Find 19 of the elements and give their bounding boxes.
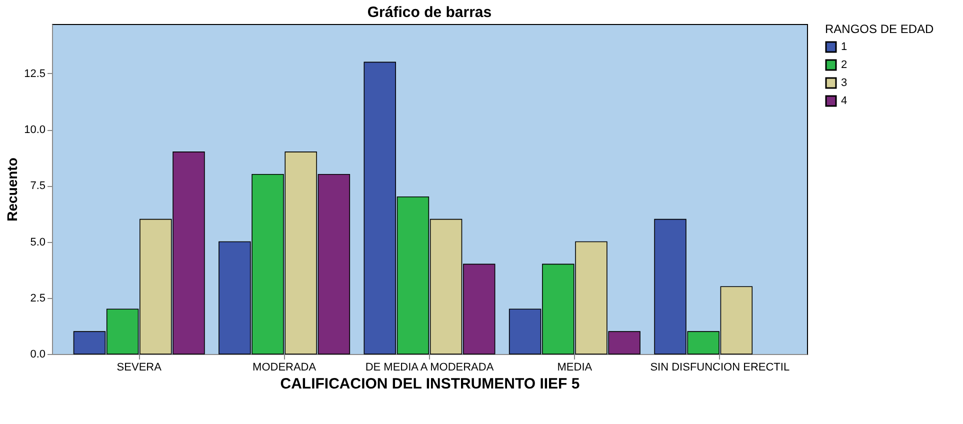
x-tick-label: DE MEDIA A MODERADA xyxy=(365,362,494,374)
y-tick-label: 5.0 xyxy=(30,236,46,248)
legend-label: 2 xyxy=(841,59,848,71)
y-axis-title: Recuento xyxy=(4,158,20,222)
chart-title: Gráfico de barras xyxy=(367,4,492,21)
x-tick-label: SEVERA xyxy=(116,362,162,374)
y-tick-label: 12.5 xyxy=(24,68,46,80)
x-tick-label: MEDIA xyxy=(557,362,593,374)
y-tick-label: 0.0 xyxy=(30,348,46,360)
y-tick-label: 7.5 xyxy=(30,180,46,192)
legend-title: RANGOS DE EDAD xyxy=(825,22,934,36)
legend-label: 1 xyxy=(841,41,848,53)
x-tick-label: MODERADA xyxy=(252,362,317,374)
y-tick-label: 2.5 xyxy=(30,292,46,304)
x-tick-label: SIN DISFUNCION ERECTIL xyxy=(650,362,790,374)
x-axis-title: CALIFICACION DEL INSTRUMENTO IIEF 5 xyxy=(280,376,580,392)
legend-label: 4 xyxy=(841,95,848,107)
y-tick-label: 10.0 xyxy=(24,124,46,136)
legend-label: 3 xyxy=(841,77,848,89)
